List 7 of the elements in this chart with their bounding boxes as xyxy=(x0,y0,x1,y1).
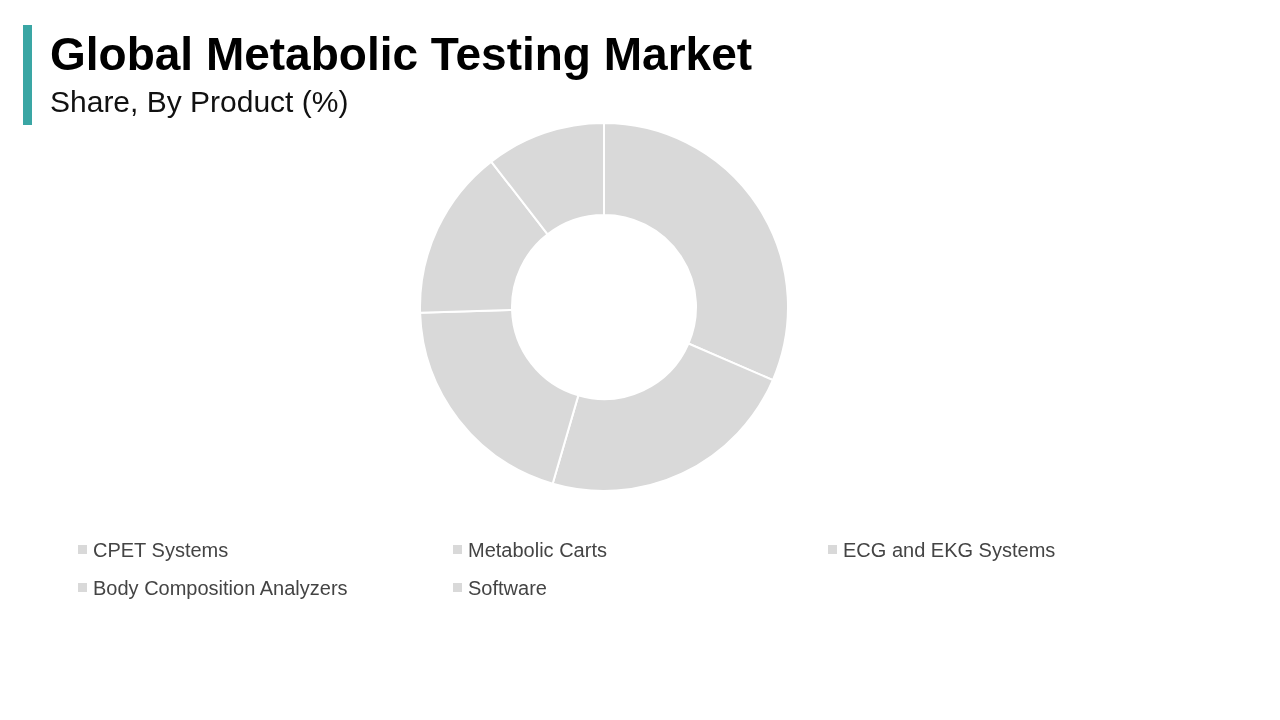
legend-label: CPET Systems xyxy=(93,539,229,561)
legend-label: ECG and EKG Systems xyxy=(843,539,1056,561)
legend-label: Body Composition Analyzers xyxy=(93,577,348,599)
chart-title: Global Metabolic Testing Market xyxy=(50,28,753,80)
legend-label: Software xyxy=(468,577,547,599)
legend-label: Metabolic Carts xyxy=(468,539,607,561)
chart-subtitle: Share, By Product (%) xyxy=(50,85,349,118)
